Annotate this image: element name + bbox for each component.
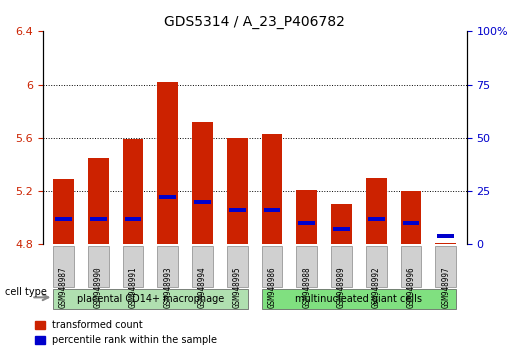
- Bar: [437, 234, 454, 238]
- FancyBboxPatch shape: [366, 246, 386, 287]
- Text: GSM948997: GSM948997: [441, 267, 450, 308]
- Bar: [435, 243, 456, 244]
- Bar: [227, 138, 248, 244]
- Text: GSM948992: GSM948992: [372, 267, 381, 308]
- Bar: [55, 217, 72, 221]
- Text: GSM948990: GSM948990: [94, 267, 103, 308]
- Text: cell type: cell type: [5, 287, 47, 297]
- Text: GSM948994: GSM948994: [198, 267, 207, 308]
- Bar: [90, 217, 107, 221]
- FancyBboxPatch shape: [331, 246, 352, 287]
- Bar: [88, 158, 109, 244]
- Bar: [157, 82, 178, 244]
- FancyBboxPatch shape: [88, 246, 109, 287]
- FancyBboxPatch shape: [262, 290, 456, 309]
- Bar: [401, 191, 422, 244]
- Bar: [122, 139, 143, 244]
- FancyBboxPatch shape: [401, 246, 422, 287]
- FancyBboxPatch shape: [435, 246, 456, 287]
- Bar: [331, 204, 352, 244]
- Bar: [368, 217, 384, 221]
- FancyBboxPatch shape: [227, 246, 248, 287]
- Title: GDS5314 / A_23_P406782: GDS5314 / A_23_P406782: [164, 15, 345, 29]
- Text: multinucleated giant cells: multinucleated giant cells: [295, 295, 423, 304]
- FancyBboxPatch shape: [297, 246, 317, 287]
- Text: GSM948993: GSM948993: [163, 267, 172, 308]
- Text: GSM948991: GSM948991: [129, 267, 138, 308]
- Bar: [53, 179, 74, 244]
- FancyBboxPatch shape: [157, 246, 178, 287]
- Bar: [403, 221, 419, 225]
- Legend: transformed count, percentile rank within the sample: transformed count, percentile rank withi…: [31, 316, 221, 349]
- Bar: [333, 227, 350, 231]
- FancyBboxPatch shape: [53, 246, 74, 287]
- Text: GSM948988: GSM948988: [302, 267, 311, 308]
- Text: GSM948996: GSM948996: [406, 267, 416, 308]
- Text: placental CD14+ macrophage: placental CD14+ macrophage: [77, 295, 224, 304]
- Bar: [299, 221, 315, 225]
- Bar: [194, 200, 211, 204]
- FancyBboxPatch shape: [53, 290, 248, 309]
- Text: GSM948987: GSM948987: [59, 267, 68, 308]
- Bar: [297, 190, 317, 244]
- FancyBboxPatch shape: [262, 246, 282, 287]
- Bar: [366, 178, 386, 244]
- Bar: [160, 195, 176, 199]
- Bar: [192, 122, 213, 244]
- Text: GSM948995: GSM948995: [233, 267, 242, 308]
- Text: GSM948989: GSM948989: [337, 267, 346, 308]
- Bar: [124, 217, 141, 221]
- Bar: [262, 134, 282, 244]
- Bar: [264, 208, 280, 212]
- FancyBboxPatch shape: [192, 246, 213, 287]
- Text: GSM948986: GSM948986: [267, 267, 277, 308]
- FancyBboxPatch shape: [122, 246, 143, 287]
- Bar: [229, 208, 246, 212]
